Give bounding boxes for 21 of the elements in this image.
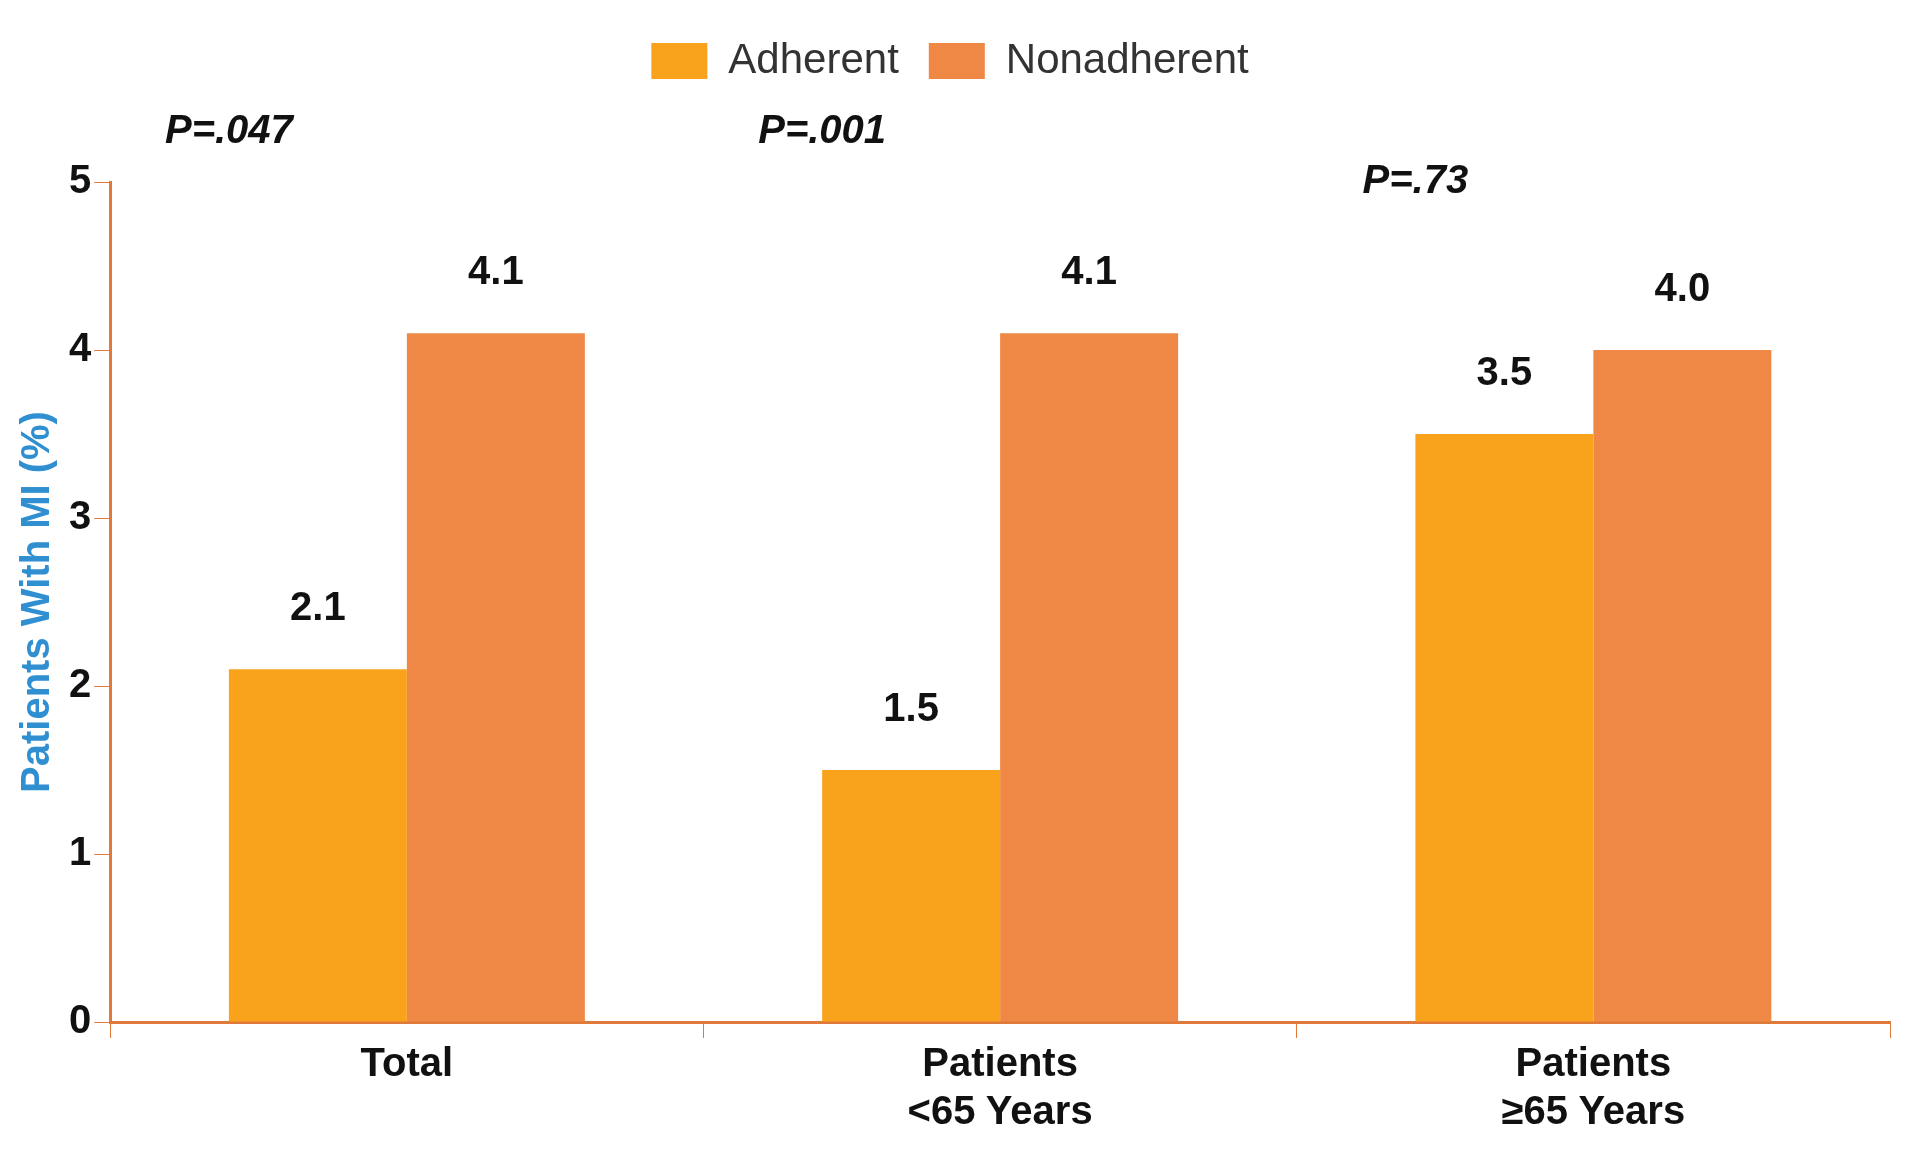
x-tick-label: Patients ≥65 Years — [1501, 1040, 1686, 1133]
annotation: P=.73 — [1362, 157, 1469, 202]
y-tick-label: 1 — [69, 829, 92, 874]
data-label: 1.5 — [883, 685, 939, 730]
legend-label: Nonadherent — [1005, 34, 1249, 82]
x-tick-label: Total — [360, 1040, 454, 1085]
x-tick-label: Patients <65 Years — [907, 1040, 1093, 1133]
data-label: 4.1 — [468, 248, 524, 293]
y-tick-label: 5 — [69, 157, 92, 202]
text: P=.047 — [164, 107, 295, 152]
y-tick-label: 4 — [69, 325, 92, 370]
data-label: 4.0 — [1654, 265, 1711, 310]
y-axis-title: Patients With MI (%) — [13, 411, 58, 793]
text: P=.001 — [758, 107, 887, 152]
legend-label: Adherent — [728, 34, 900, 82]
y-tick-label: 3 — [69, 493, 92, 538]
y-tick-label: 0 — [69, 997, 92, 1042]
y-tick-label: 2 — [69, 661, 92, 706]
data-label: 3.5 — [1476, 349, 1533, 394]
data-label: 2.1 — [290, 584, 346, 629]
data-label: 4.1 — [1061, 248, 1117, 293]
